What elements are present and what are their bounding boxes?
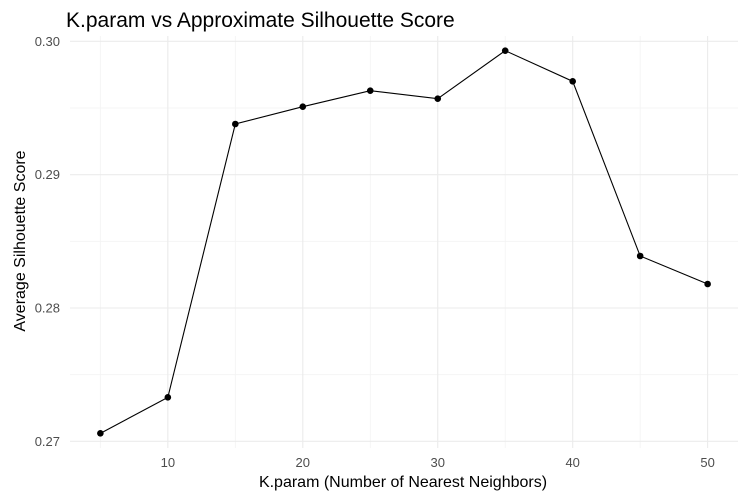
data-point (164, 394, 172, 401)
data-point (636, 252, 644, 260)
x-tick-label: 50 (700, 455, 714, 470)
grid (70, 36, 738, 448)
series-line (100, 50, 708, 434)
data-point (434, 95, 442, 102)
y-axis-title: Average Silhouette Score (12, 150, 29, 331)
chart-title: K.param vs Approximate Silhouette Score (66, 9, 455, 32)
x-tick-label: 30 (431, 455, 445, 470)
y-tick-label: 0.27 (35, 434, 60, 449)
data-point (232, 120, 239, 128)
x-axis-title: K.param (Number of Nearest Neighbors) (259, 474, 547, 491)
data-point (299, 103, 307, 110)
data-point (569, 78, 576, 85)
data-point (501, 47, 509, 54)
y-tick-label: 0.29 (35, 167, 60, 182)
data-point (366, 87, 374, 94)
x-tick-label: 40 (565, 455, 579, 470)
data-point (97, 430, 104, 437)
points-layer (97, 47, 711, 437)
y-axis-ticks: 0.27 0.28 0.29 0.30 (35, 34, 60, 449)
x-tick-label: 10 (161, 455, 175, 470)
data-point (704, 280, 711, 288)
x-tick-label: 20 (296, 455, 310, 470)
x-axis-ticks: 10 20 30 40 50 (161, 455, 715, 470)
y-tick-label: 0.30 (35, 34, 60, 49)
series-layer (100, 50, 708, 434)
y-tick-label: 0.28 (35, 301, 60, 316)
